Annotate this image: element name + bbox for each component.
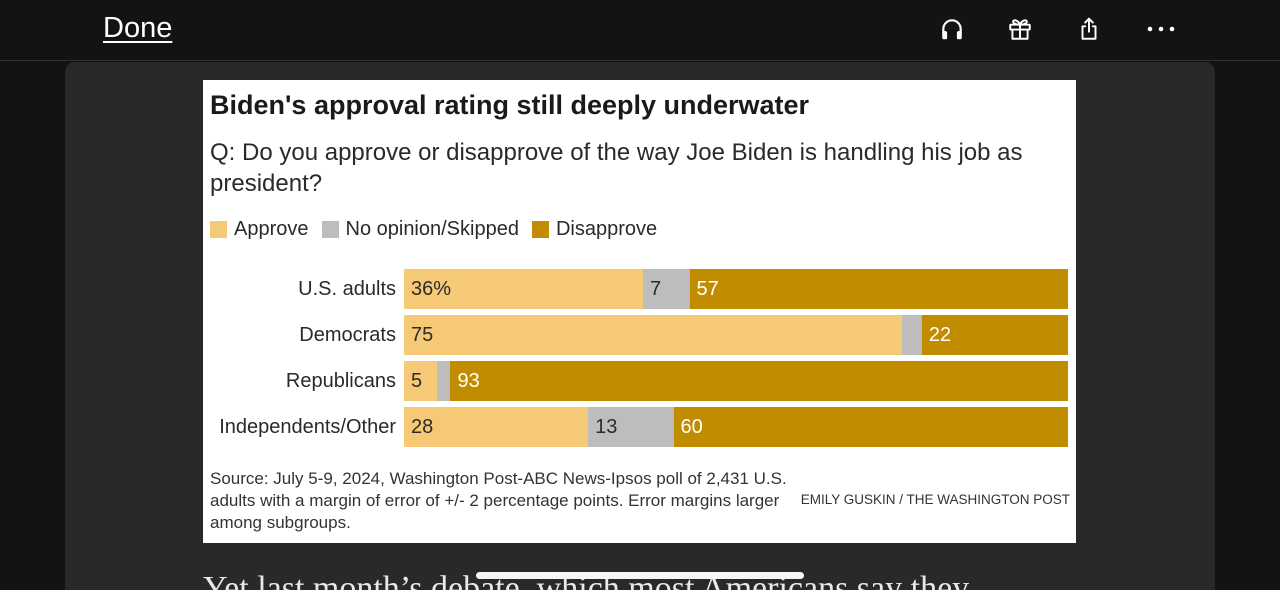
legend-label: Disapprove xyxy=(555,217,658,240)
share-button[interactable] xyxy=(1076,16,1102,42)
bar-segment-approve: 5 xyxy=(404,361,438,401)
article-panel: Biden's approval rating still deeply und… xyxy=(65,62,1215,590)
data-label: 57 xyxy=(696,278,719,300)
data-label: 93 xyxy=(457,370,480,392)
listen-button[interactable] xyxy=(939,16,965,42)
bar-segment-disapprove: 93 xyxy=(450,361,1068,401)
chart-subtitle: Q: Do you approve or disapprove of the w… xyxy=(210,139,1023,197)
data-label: 60 xyxy=(680,416,703,438)
bar-segment-no-opinion-skipped xyxy=(902,315,922,355)
legend-swatch-approve xyxy=(210,220,227,238)
legend-label: Approve xyxy=(234,217,309,240)
category-label: Republicans xyxy=(285,370,396,392)
horizontal-scrollbar[interactable] xyxy=(476,572,804,579)
legend-item-approve: Approve xyxy=(210,218,309,241)
bar-segment-disapprove: 60 xyxy=(673,407,1068,447)
data-label: 28 xyxy=(411,416,434,438)
gift-article-button[interactable] xyxy=(1007,16,1033,42)
data-label: 13 xyxy=(595,416,618,438)
data-label: 5 xyxy=(411,370,423,392)
more-options-button[interactable] xyxy=(1147,16,1175,42)
bar-segment-approve: 75 xyxy=(404,315,902,355)
legend-swatch-disapprove xyxy=(531,220,549,238)
legend-label: No opinion/Skipped xyxy=(345,217,519,240)
bar-segment-no-opinion-skipped: 7 xyxy=(643,269,690,309)
chart-source-note: Source: July 5-9, 2024, Washington Post-… xyxy=(210,469,787,532)
bar-segment-approve: 36% xyxy=(404,269,644,309)
chart-title: Biden's approval rating still deeply und… xyxy=(210,90,810,120)
bar-segment-disapprove: 57 xyxy=(689,269,1068,309)
data-label: 22 xyxy=(928,324,952,346)
chart-legend: Approve No opinion/Skipped Disapprove xyxy=(210,217,670,241)
data-label: 75 xyxy=(411,324,434,346)
bar-segment-approve: 28 xyxy=(404,407,589,447)
bar-segment-no-opinion-skipped: 13 xyxy=(588,407,674,447)
legend-item-no-opinion-skipped: No opinion/Skipped xyxy=(321,217,519,241)
more-horizontal-icon[interactable] xyxy=(1147,25,1175,33)
chart-row-u-s-adults: U.S. adults 36% 7 57 xyxy=(203,269,1076,309)
top-toolbar: Done xyxy=(0,0,1280,61)
stacked-bar: 28 13 60 xyxy=(404,407,1068,447)
stacked-bar-chart: U.S. adults 36% 7 57 Democrats 75 22 Republican… xyxy=(203,269,1076,447)
data-label: 7 xyxy=(650,278,662,300)
legend-swatch-no-opinion-skipped xyxy=(321,220,339,238)
chart-card: Biden's approval rating still deeply und… xyxy=(203,80,1076,543)
bar-segment-no-opinion-skipped xyxy=(437,361,451,401)
chart-credit: EMILY GUSKIN / THE WASHINGTON POST xyxy=(800,492,1070,507)
chart-row-republicans: Republicans 5 93 xyxy=(203,361,1076,401)
headphones-icon[interactable] xyxy=(939,16,965,42)
stacked-bar: 36% 7 57 xyxy=(404,269,1068,309)
category-label: Democrats xyxy=(299,324,396,346)
chart-row-democrats: Democrats 75 22 xyxy=(203,315,1076,355)
gift-icon[interactable] xyxy=(1007,16,1033,42)
share-icon[interactable] xyxy=(1076,16,1102,42)
category-label: U.S. adults xyxy=(298,278,396,300)
chart-row-independents-other: Independents/Other 28 13 60 xyxy=(203,407,1076,447)
category-label: Independents/Other xyxy=(219,416,396,438)
done-button[interactable]: Done xyxy=(103,12,173,44)
stacked-bar: 75 22 xyxy=(404,315,1068,355)
stacked-bar: 5 93 xyxy=(404,361,1068,401)
bar-segment-disapprove: 22 xyxy=(921,315,1068,355)
legend-item-disapprove: Disapprove xyxy=(531,217,658,241)
data-label: 36% xyxy=(411,278,452,300)
